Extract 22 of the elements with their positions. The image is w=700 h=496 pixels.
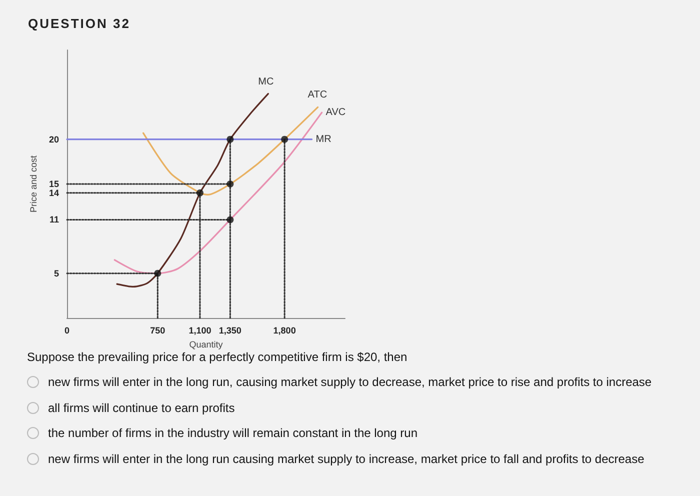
x-tick-label: 0 — [64, 326, 70, 336]
y-tick-label: 11 — [49, 214, 59, 225]
text: new firms will enter in the long run causing market supply to increase, market price to fall and profits to decrease — [48, 452, 644, 466]
y-tick-label: 14 — [48, 188, 59, 198]
x-axis-title: Quantity — [189, 340, 224, 350]
text: all firms will continue to earn profits — [48, 400, 235, 414]
y-axis-title: Price and cost — [28, 154, 39, 213]
text: Suppose the prevailing price for a perfectly competitive firm is $20, then — [27, 350, 408, 364]
series-label: AVC — [326, 107, 346, 118]
x-tick-label: 750 — [150, 326, 166, 336]
series-label: MC — [258, 76, 274, 88]
x-tick-label: 1,800 — [273, 326, 296, 336]
series-label: MR — [316, 134, 332, 145]
text: the number of firms in the industry will remain constant in the long run — [48, 426, 418, 440]
y-tick-label: 20 — [48, 134, 59, 144]
series-label: ATC — [308, 90, 328, 101]
y-tick-label: 5 — [54, 268, 59, 278]
x-tick-label: 1,350 — [218, 326, 242, 336]
y-tick-label: 15 — [48, 179, 59, 189]
chart-title: QUESTION 32 — [28, 16, 130, 31]
text: new firms will enter in the long run, causing market supply to decrease, market price to rise and profits to increase — [48, 375, 652, 389]
x-tick-label: 1,100 — [188, 326, 212, 336]
